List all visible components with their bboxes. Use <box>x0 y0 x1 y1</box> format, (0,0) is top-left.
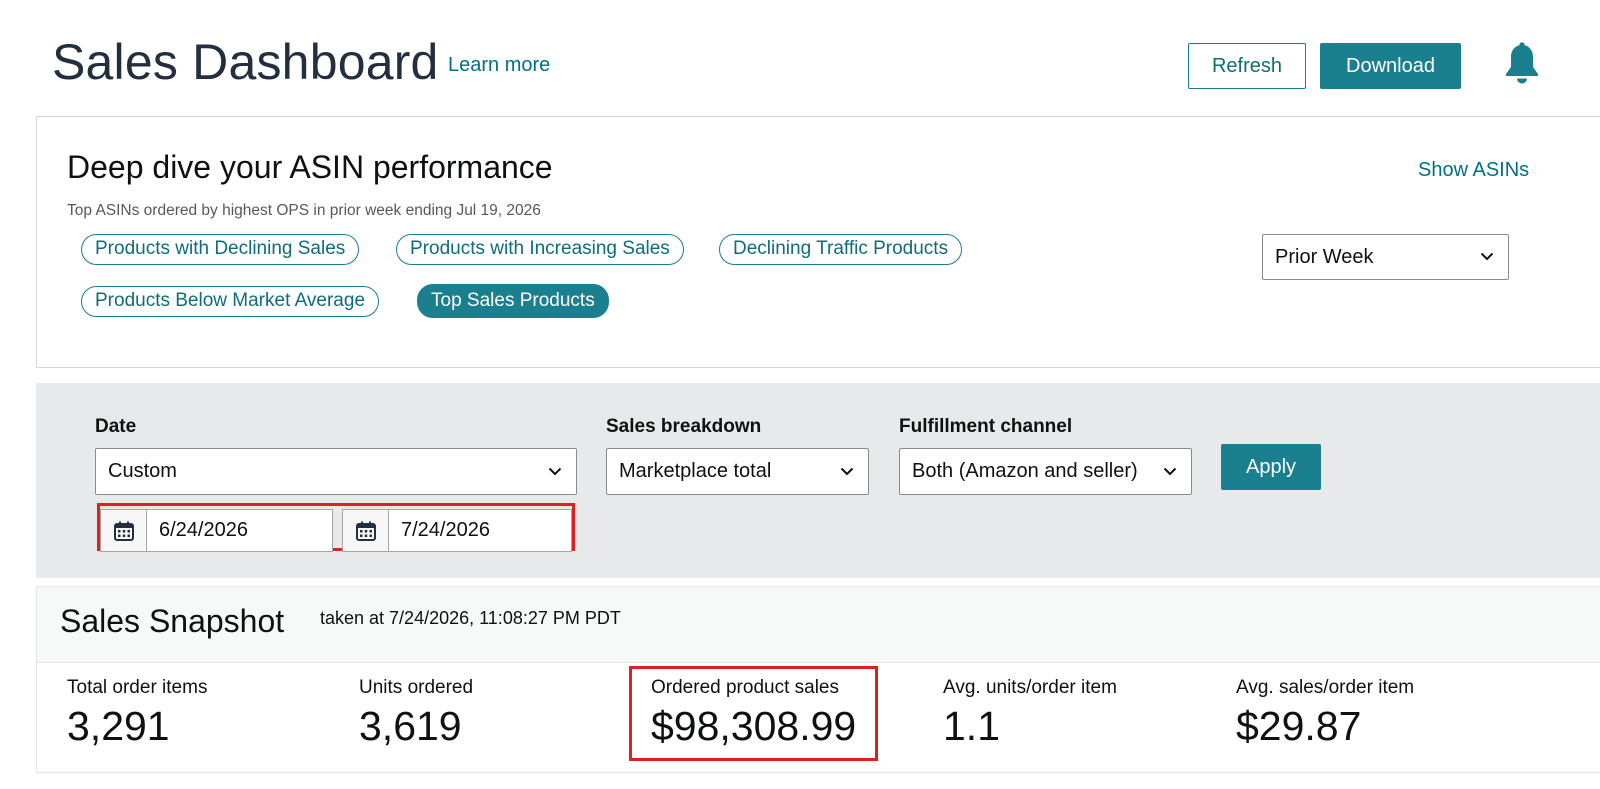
metric-value-total-order-items: 3,291 <box>67 703 170 749</box>
metric-value-units-ordered: 3,619 <box>359 703 462 749</box>
deep-dive-subtitle: Top ASINs ordered by highest OPS in prio… <box>67 202 541 219</box>
start-date-value: 6/24/2026 <box>159 519 248 541</box>
chevron-down-icon <box>1480 252 1494 261</box>
metric-value-ordered-product-sales: $98,308.99 <box>651 703 857 749</box>
snapshot-title: Sales Snapshot <box>60 603 285 639</box>
snapshot-timestamp: taken at 7/24/2026, 11:08:27 PM PDT <box>320 608 621 628</box>
metric-label-avg-sales: Avg. sales/order item <box>1236 677 1415 698</box>
refresh-button[interactable]: Refresh <box>1188 43 1306 89</box>
calendar-icon[interactable] <box>343 510 389 551</box>
metric-value-avg-units: 1.1 <box>943 703 1000 749</box>
end-date-value: 7/24/2026 <box>401 519 490 541</box>
download-button[interactable]: Download <box>1320 43 1461 89</box>
period-select[interactable]: Prior Week <box>1262 234 1509 280</box>
pill-increasing-sales[interactable]: Products with Increasing Sales <box>396 234 684 265</box>
pill-declining-traffic[interactable]: Declining Traffic Products <box>719 234 963 265</box>
date-range-value: Custom <box>108 460 177 482</box>
learn-more-link[interactable]: Learn more <box>448 54 551 76</box>
deep-dive-title: Deep dive your ASIN performance <box>67 149 553 185</box>
metric-label-avg-units: Avg. units/order item <box>943 677 1117 698</box>
chevron-down-icon <box>840 467 854 475</box>
date-label: Date <box>95 416 137 437</box>
end-date-field[interactable]: 7/24/2026 <box>342 509 572 552</box>
ordered-sales-highlight <box>629 666 878 761</box>
metric-value-avg-sales: $29.87 <box>1236 703 1362 749</box>
sales-breakdown-select[interactable]: Marketplace total <box>606 448 869 495</box>
metric-label-units-ordered: Units ordered <box>359 677 474 698</box>
chevron-down-icon <box>1163 467 1177 475</box>
metric-label-total-order-items: Total order items <box>67 677 208 698</box>
page-title: Sales Dashboard <box>52 34 439 90</box>
period-select-value: Prior Week <box>1275 245 1374 268</box>
sales-breakdown-label: Sales breakdown <box>606 416 762 437</box>
fulfillment-channel-value: Both (Amazon and seller) <box>912 460 1138 482</box>
date-range-select[interactable]: Custom <box>95 448 577 495</box>
snapshot-metrics <box>36 663 1600 773</box>
bell-icon[interactable] <box>1503 42 1541 86</box>
sales-breakdown-value: Marketplace total <box>619 460 772 482</box>
calendar-icon[interactable] <box>101 510 147 551</box>
show-asins-link[interactable]: Show ASINs <box>1418 159 1530 181</box>
pill-top-sales[interactable]: Top Sales Products <box>417 284 609 318</box>
fulfillment-channel-select[interactable]: Both (Amazon and seller) <box>899 448 1192 495</box>
apply-button[interactable]: Apply <box>1221 444 1321 490</box>
start-date-field[interactable]: 6/24/2026 <box>100 509 333 552</box>
chevron-down-icon <box>548 467 562 475</box>
fulfillment-channel-label: Fulfillment channel <box>899 416 1073 437</box>
date-range-highlight: 6/24/2026 7/24/2026 <box>97 503 575 552</box>
pill-declining-sales[interactable]: Products with Declining Sales <box>81 234 360 265</box>
snapshot-header <box>36 586 1600 663</box>
pill-below-market-average[interactable]: Products Below Market Average <box>81 286 380 317</box>
metric-label-ordered-product-sales: Ordered product sales <box>651 677 839 698</box>
